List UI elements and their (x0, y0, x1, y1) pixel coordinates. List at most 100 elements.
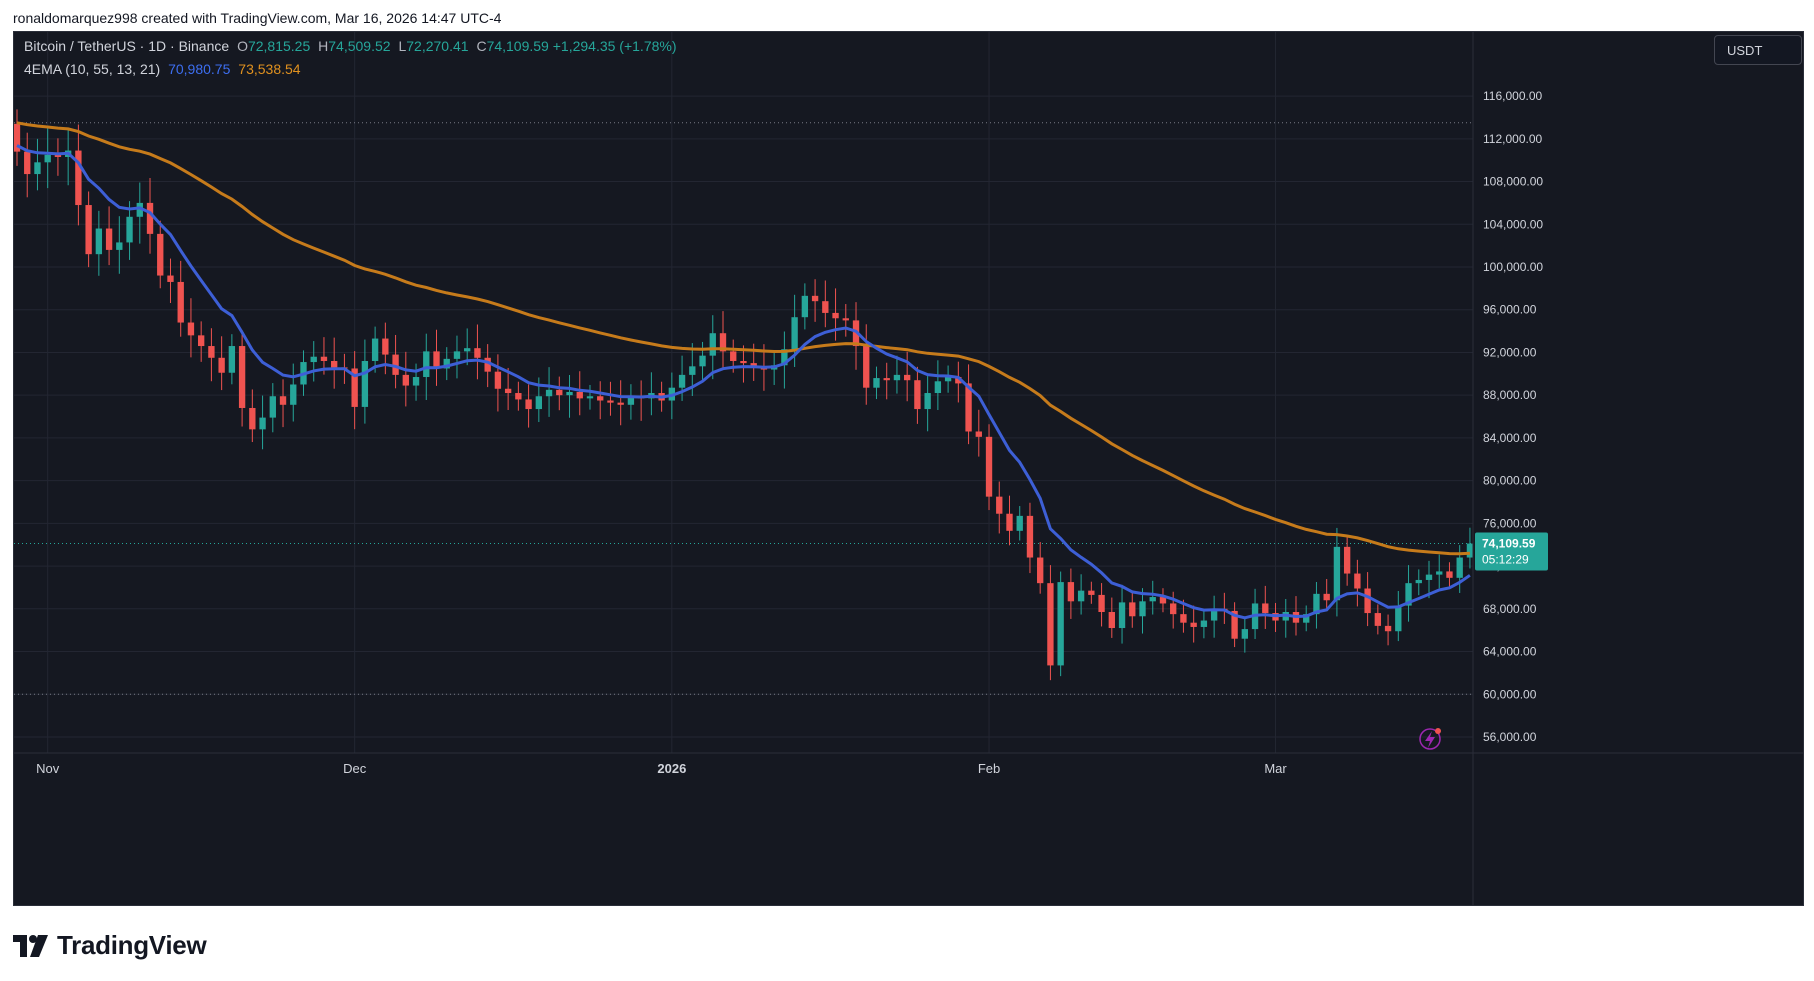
y-tick-label: 80,000.00 (1483, 474, 1537, 488)
candle-body (893, 374, 901, 381)
candle-body (1425, 574, 1433, 580)
candle-body (822, 301, 829, 313)
candle-body (1037, 557, 1044, 584)
candle-body (719, 333, 727, 352)
currency-button[interactable]: USDT (1714, 35, 1802, 65)
high-label: H (318, 38, 329, 54)
candle-body (208, 346, 215, 358)
candle-body (177, 281, 184, 323)
candle-body (811, 295, 819, 302)
candle-body (883, 378, 890, 381)
candle-body (474, 348, 481, 358)
candle-body (1343, 546, 1351, 574)
candle-body (1190, 622, 1197, 627)
candle-body (1159, 597, 1167, 604)
candle-body (1262, 603, 1269, 614)
candle-body (1466, 543, 1474, 558)
candle-body (525, 399, 532, 410)
lightning-icon-ring (1419, 728, 1441, 750)
notification-dot (1435, 728, 1441, 734)
candle-body (382, 338, 389, 355)
symbol-name[interactable]: Bitcoin / TetherUS · 1D · Binance (24, 38, 230, 54)
candle-body (402, 374, 409, 386)
y-tick-label: 76,000.00 (1483, 516, 1537, 530)
symbol-legend: Bitcoin / TetherUS · 1D · Binance O72,81… (24, 38, 677, 54)
high-value: 74,509.52 (328, 38, 391, 54)
candle-body (597, 396, 604, 401)
candle-body (1139, 601, 1146, 617)
candle-body (1210, 608, 1218, 621)
candle-body (157, 233, 164, 276)
change-value: +1,294.35 (+1.78%) (552, 38, 677, 54)
candle-body (1323, 593, 1330, 601)
candle-body (116, 242, 123, 250)
candle-body (167, 275, 174, 282)
candle-body (464, 348, 471, 352)
candle-body (1077, 590, 1085, 602)
candle-body (1067, 582, 1075, 602)
price-chart[interactable]: 56,000.0060,000.0064,000.0068,000.0072,0… (14, 32, 1803, 905)
x-tick-label: Dec (343, 761, 367, 776)
candle-body (965, 383, 972, 432)
candle-body (54, 154, 62, 157)
candle-body (1241, 629, 1248, 639)
candle-body (586, 396, 594, 399)
candle-body (361, 360, 369, 407)
ema-fast-value: 70,980.75 (168, 61, 231, 77)
y-tick-label: 64,000.00 (1483, 645, 1537, 659)
candle-body (1415, 579, 1422, 584)
candle-body (34, 162, 41, 175)
candle-body (1180, 614, 1187, 623)
candle-body (249, 407, 256, 430)
candle-body (484, 357, 491, 372)
y-tick-label: 100,000.00 (1483, 260, 1543, 274)
candle-body (146, 202, 154, 234)
candle-body (105, 228, 113, 250)
candle-countdown: 05:12:29 (1482, 553, 1529, 567)
candle-body (85, 205, 92, 255)
candle-body (1057, 582, 1064, 666)
candle-body (515, 393, 522, 400)
candle-body (607, 400, 614, 403)
y-tick-label: 84,000.00 (1483, 431, 1537, 445)
candle-body (1303, 614, 1310, 623)
candle-body (842, 318, 849, 321)
candle-body (556, 389, 563, 396)
candle-body (1108, 612, 1115, 629)
y-tick-label: 96,000.00 (1483, 303, 1537, 317)
low-label: L (398, 38, 407, 54)
candle-body (576, 391, 583, 399)
low-value: 72,270.41 (406, 38, 469, 54)
candle-body (14, 123, 21, 152)
candle-body (1364, 588, 1371, 614)
candle-body (433, 351, 440, 369)
candle-body (1374, 613, 1382, 626)
candle-body (678, 374, 686, 388)
candle-body (279, 396, 287, 405)
candle-body (1384, 625, 1392, 632)
open-label: O (237, 38, 248, 54)
candle-body (136, 202, 143, 217)
candle-body (944, 377, 952, 382)
candle-body (95, 228, 103, 255)
close-label: C (476, 38, 487, 54)
candle-body (187, 322, 195, 336)
candle-body (1170, 603, 1177, 615)
candle-body (1313, 593, 1320, 615)
candle-body (699, 355, 706, 367)
x-tick-label: Mar (1264, 761, 1287, 776)
candle-body (1446, 571, 1453, 578)
candle-body (1405, 583, 1412, 606)
candle-body (320, 356, 328, 361)
chart-panel[interactable]: 56,000.0060,000.0064,000.0068,000.0072,0… (13, 31, 1804, 906)
candle-body (996, 496, 1003, 514)
candle-body (24, 151, 31, 175)
candle-body (709, 333, 716, 356)
indicator-name[interactable]: 4EMA (10, 55, 13, 21) (24, 61, 161, 77)
y-tick-label: 112,000.00 (1483, 132, 1542, 146)
candle-body (331, 360, 338, 368)
candle-body (730, 351, 737, 361)
tradingview-logo[interactable]: TradingView (13, 930, 207, 961)
candle-body (689, 366, 696, 375)
candle-body (198, 335, 205, 347)
